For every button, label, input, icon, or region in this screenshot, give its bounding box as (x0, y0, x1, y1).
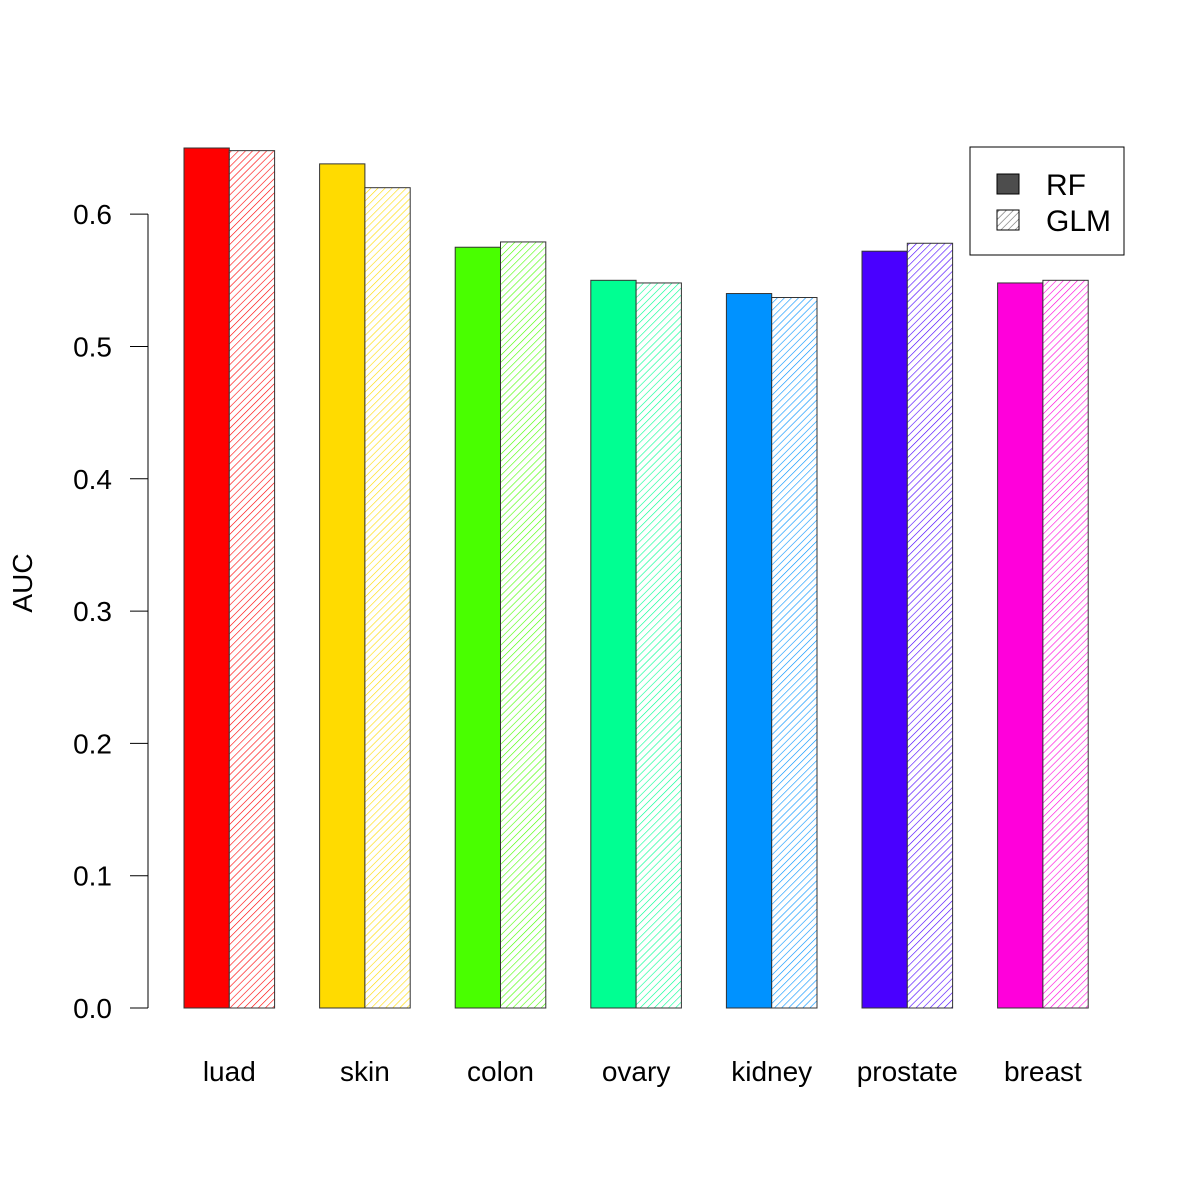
legend-swatch-rf (996, 173, 1020, 195)
legend-label-glm: GLM (1046, 205, 1111, 238)
bar-skin-glm (364, 187, 411, 1009)
category-label-breast: breast (1004, 1056, 1082, 1087)
legend-label-rf: RF (1046, 169, 1086, 202)
category-label-kidney: kidney (731, 1056, 812, 1087)
category-label-colon: colon (467, 1056, 534, 1087)
bar-ovary-rf (590, 279, 637, 1009)
y-tick-label: 0.2 (73, 728, 112, 759)
category-label-skin: skin (340, 1056, 390, 1087)
bar-skin-rf (319, 163, 366, 1009)
bar-prostate-glm (906, 242, 954, 1009)
category-label-luad: luad (203, 1056, 256, 1087)
category-labels: luad skin colon ovary kidney prostate breast (203, 1056, 1082, 1087)
legend-swatch-glm (996, 209, 1020, 231)
legend-box (969, 146, 1125, 256)
bars (183, 147, 1089, 1009)
bar-prostate-rf (861, 250, 908, 1009)
y-axis-label: AUC (7, 553, 38, 612)
y-tick-label: 0.0 (73, 993, 112, 1024)
category-label-prostate: prostate (857, 1056, 958, 1087)
bar-kidney-rf (725, 293, 773, 1009)
category-label-ovary: ovary (602, 1056, 670, 1087)
bar-colon-glm (500, 241, 547, 1009)
bar-ovary-glm (635, 282, 682, 1009)
y-tick-label: 0.3 (73, 596, 112, 627)
y-tick-label: 0.1 (73, 861, 112, 892)
bar-kidney-glm (771, 297, 818, 1009)
y-axis: 0.0 0.1 0.2 0.3 0.4 0.5 0.6 (73, 199, 149, 1024)
y-tick-label: 0.4 (73, 464, 112, 495)
bar-breast-glm (1042, 279, 1089, 1009)
bar-luad-glm (228, 150, 276, 1009)
y-tick-label: 0.5 (73, 331, 112, 362)
bar-luad-rf (183, 147, 230, 1009)
bar-colon-rf (454, 246, 502, 1009)
bar-breast-rf (997, 282, 1044, 1009)
y-tick-label: 0.6 (73, 199, 112, 230)
